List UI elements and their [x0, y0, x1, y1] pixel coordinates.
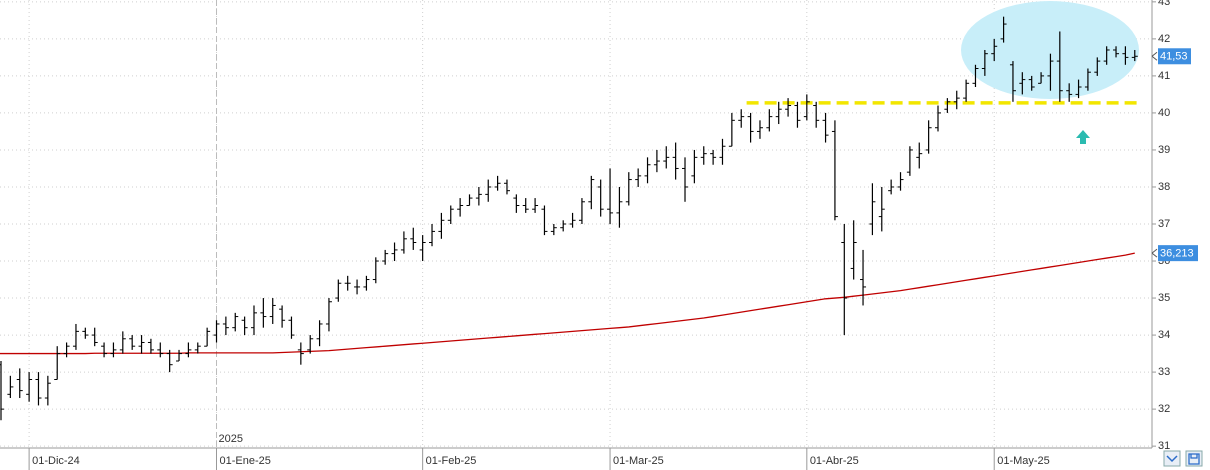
- zoom-icon: [1166, 455, 1178, 463]
- y-tick-label: 42: [1158, 33, 1170, 45]
- last-value-box: [1158, 48, 1191, 65]
- y-tick-label: 31: [1158, 440, 1170, 452]
- last-value-pointer: [1151, 248, 1158, 258]
- highlight-ellipse: [961, 1, 1139, 99]
- last-value-box: [1158, 245, 1198, 262]
- x-tick-label: 01-Mar-25: [613, 455, 664, 467]
- y-tick-label: 34: [1158, 329, 1170, 341]
- x-tick-label: 01-Dic-24: [32, 455, 80, 467]
- x-tick-label: 01-May-25: [997, 455, 1050, 467]
- save-icon: [1188, 453, 1200, 465]
- last-value-label: 36,213: [1160, 248, 1194, 260]
- y-tick-label: 35: [1158, 292, 1170, 304]
- y-tick-label: 43: [1158, 0, 1170, 8]
- y-tick-label: 39: [1158, 144, 1170, 156]
- y-tick-label: 33: [1158, 366, 1170, 378]
- x-tick-label: 01-Abr-25: [810, 455, 859, 467]
- y-tick-label: 41: [1158, 70, 1170, 82]
- last-value-label: 41,53: [1160, 51, 1188, 63]
- axes-layer: 3132333435363738394041424301-Dic-2401-En…: [28, 0, 1198, 470]
- x-tick-label: 01-Ene-25: [220, 455, 271, 467]
- moving-average-line: [0, 252, 1135, 355]
- last-value-pointer: [1151, 51, 1158, 61]
- plot-layer: [0, 16, 1141, 421]
- year-label: 2025: [219, 433, 243, 445]
- x-tick-label: 01-Feb-25: [426, 455, 477, 467]
- grid-layer: [0, 0, 1152, 448]
- y-tick-label: 38: [1158, 181, 1170, 193]
- y-tick-label: 37: [1158, 218, 1170, 230]
- zoom-button[interactable]: [1163, 450, 1181, 467]
- arrow-up: [1076, 130, 1090, 144]
- y-tick-label: 32: [1158, 403, 1170, 415]
- y-tick-label: 40: [1158, 107, 1170, 119]
